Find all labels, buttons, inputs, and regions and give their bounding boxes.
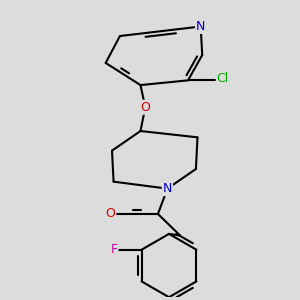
Text: F: F — [110, 243, 118, 256]
Text: O: O — [106, 208, 116, 220]
Text: N: N — [163, 182, 172, 195]
Text: O: O — [140, 101, 150, 114]
Text: N: N — [196, 20, 205, 33]
Text: Cl: Cl — [217, 72, 229, 85]
